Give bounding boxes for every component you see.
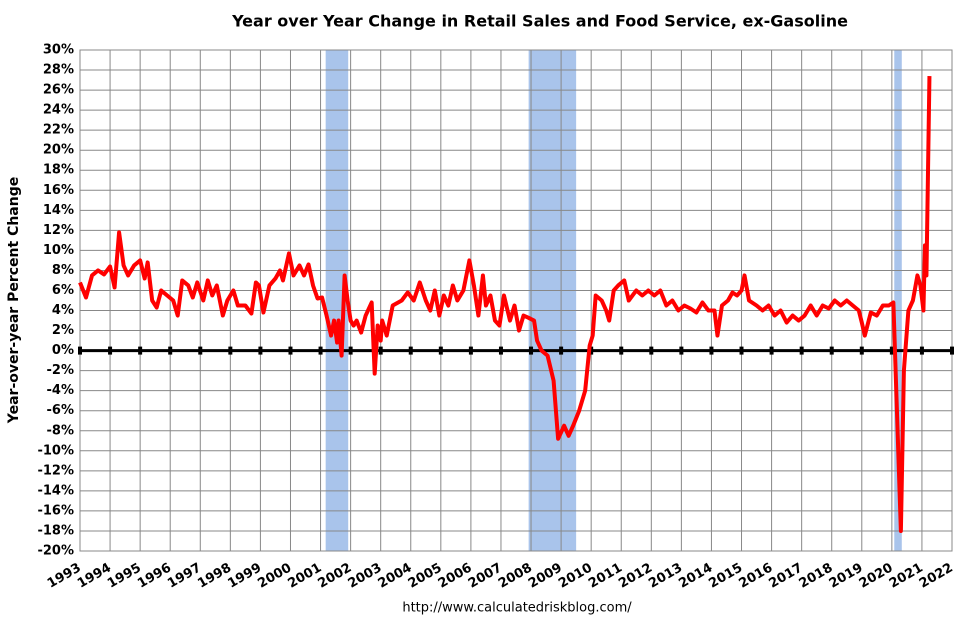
y-tick-label: -4% xyxy=(47,383,74,398)
bands xyxy=(325,50,902,551)
y-tick-label: 14% xyxy=(43,203,74,218)
y-tick-label: -16% xyxy=(37,503,74,518)
y-tick-label: -20% xyxy=(37,544,74,559)
marks xyxy=(78,76,932,533)
y-tick-label: 0% xyxy=(52,343,74,358)
y-tick-label: -6% xyxy=(47,403,74,418)
y-tick-label: 8% xyxy=(52,263,74,278)
y-tick-label: 30% xyxy=(43,43,74,58)
y-tick-label: 16% xyxy=(43,183,74,198)
y-tick-label: 20% xyxy=(43,143,74,158)
grid: -20% -18% -16% -14% -12% -10% -8% -6% -4% -2% 0% 2%… xyxy=(37,43,955,592)
data-line xyxy=(78,76,932,533)
chart-title: Year over Year Change in Retail Sales an… xyxy=(231,12,848,31)
y-tick-label: 22% xyxy=(43,123,74,138)
recession-band xyxy=(528,50,577,551)
y-tick-label: -12% xyxy=(37,463,74,478)
y-tick-label: 28% xyxy=(43,63,74,78)
recession-band xyxy=(325,50,349,551)
y-tick-label: 26% xyxy=(43,83,74,98)
x-tick-label: 2022 xyxy=(917,561,956,592)
y-tick-label: 12% xyxy=(43,223,74,238)
recession-band xyxy=(894,50,902,551)
y-tick-label: -14% xyxy=(37,483,74,498)
y-tick-label: -18% xyxy=(37,523,74,538)
y-tick-label: 2% xyxy=(52,323,74,338)
y-tick-label: 6% xyxy=(52,283,74,298)
y-tick-label: -2% xyxy=(47,363,74,378)
y-tick-label: 24% xyxy=(43,103,74,118)
y-tick-label: 4% xyxy=(52,303,74,318)
y-axis-label: Year-over-year Percent Change xyxy=(6,177,22,424)
y-tick-label: 10% xyxy=(43,243,74,258)
y-tick-label: -10% xyxy=(37,443,74,458)
source: http://www.calculatedriskblog.com/ xyxy=(402,601,632,616)
y-tick-label: -8% xyxy=(47,423,74,438)
plot-frame xyxy=(79,49,953,552)
y-tick-label: 18% xyxy=(43,163,74,178)
